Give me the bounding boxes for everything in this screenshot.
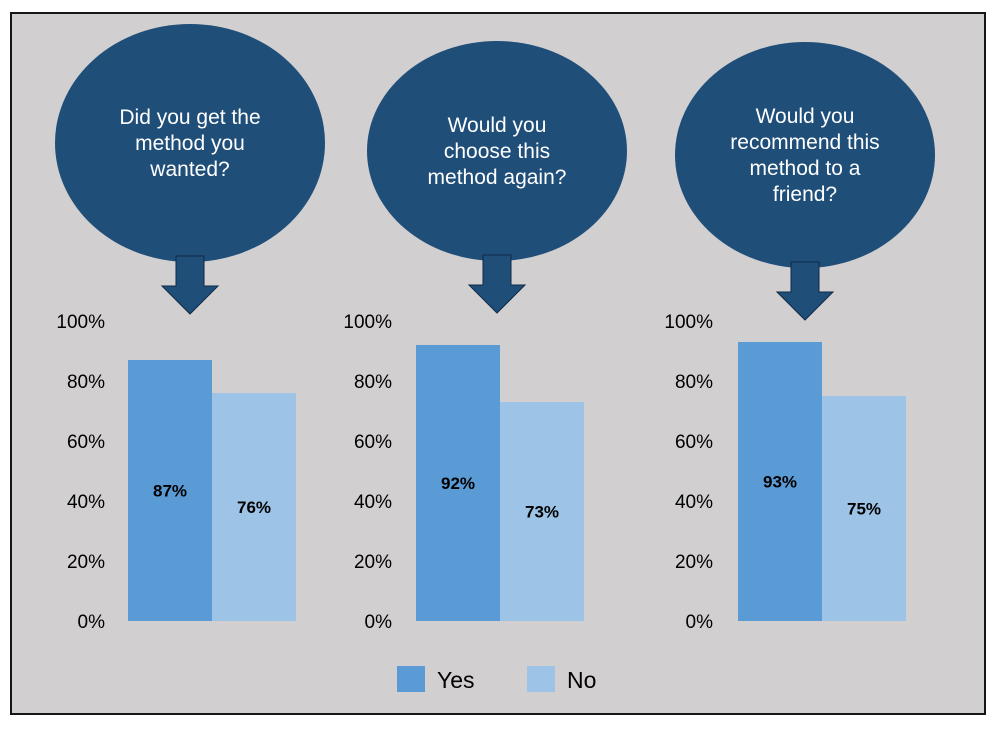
bar-value-label: 93% [763,473,797,492]
y-tick-label: 100% [56,312,105,333]
question-title-line: Would you [756,105,855,128]
legend-label-no: No [567,667,596,693]
question-title-line: method again? [428,166,567,189]
y-tick-label: 100% [664,312,713,333]
y-tick-label: 20% [67,552,105,573]
bar-value-label: 76% [237,498,271,517]
bar-no [500,402,584,621]
question-title-line: Would you [448,114,547,137]
bar-no [212,393,296,621]
question-title-line: Did you get the [119,106,260,129]
y-tick-label: 40% [67,492,105,513]
bar-value-label: 75% [847,500,881,519]
question-title-line: wanted? [149,158,229,181]
bar-no [822,396,906,621]
y-tick-label: 20% [675,552,713,573]
y-tick-label: 40% [354,492,392,513]
y-tick-label: 100% [343,312,392,333]
bar-value-label: 92% [441,474,475,493]
y-tick-label: 60% [675,432,713,453]
legend-swatch-yes [397,666,425,692]
y-tick-label: 60% [354,432,392,453]
bar-yes [128,360,212,621]
down-arrow-icon [467,254,527,314]
question-bubble [55,24,325,262]
y-tick-label: 20% [354,552,392,573]
y-tick-label: 80% [354,372,392,393]
question-title-line: recommend this [730,131,879,154]
down-arrow-icon [775,261,835,321]
bar-value-label: 87% [153,482,187,501]
y-tick-label: 60% [67,432,105,453]
y-tick-label: 40% [675,492,713,513]
bar-value-label: 73% [525,503,559,522]
legend-label-yes: Yes [437,667,475,693]
bar-yes [416,345,500,621]
question-bubble [675,42,935,268]
down-arrow-icon [160,255,220,315]
legend-swatch-no [527,666,555,692]
y-tick-label: 80% [67,372,105,393]
y-tick-label: 0% [365,612,393,633]
question-bubble [367,41,627,261]
y-tick-label: 0% [78,612,106,633]
y-tick-label: 80% [675,372,713,393]
bar-yes [738,342,822,621]
question-title-line: method to a [750,157,861,180]
question-title-line: choose this [444,140,550,163]
y-tick-label: 0% [686,612,714,633]
question-title-line: method you [135,132,245,155]
question-title-line: friend? [773,183,837,206]
